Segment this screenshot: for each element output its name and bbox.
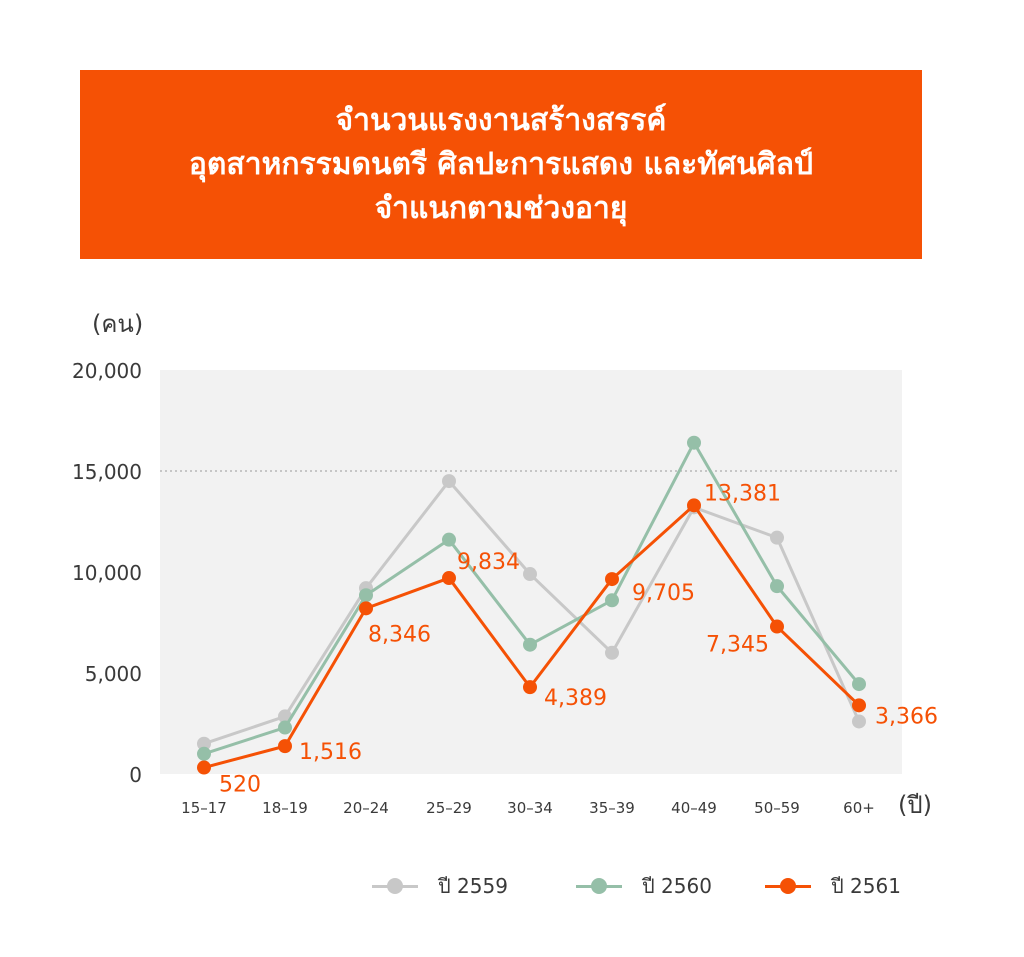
legend-dot-2559 bbox=[387, 877, 403, 894]
x-tick-label: 50–59 bbox=[754, 799, 800, 817]
chart-title-line-3: จำแนกตามช่วงอายุ bbox=[374, 190, 628, 226]
data-point bbox=[770, 530, 784, 545]
data-point bbox=[523, 680, 537, 695]
x-tick-label: 18–19 bbox=[262, 799, 308, 817]
x-tick-label: 20–24 bbox=[343, 799, 389, 817]
data-point bbox=[523, 637, 537, 652]
y-tick-label: 10,000 bbox=[72, 561, 142, 585]
data-point bbox=[605, 593, 619, 608]
data-point bbox=[523, 567, 537, 582]
legend-line-2559 bbox=[372, 877, 418, 894]
legend-item-2559: ปี 2559 bbox=[372, 868, 508, 904]
data-label: 9,705 bbox=[632, 581, 695, 606]
data-point bbox=[197, 760, 211, 775]
legend-label-2560: ปี 2560 bbox=[642, 874, 712, 898]
data-point bbox=[852, 677, 866, 692]
y-tick-label: 15,000 bbox=[72, 460, 142, 484]
legend-line-2561 bbox=[765, 877, 811, 894]
data-point bbox=[442, 474, 456, 489]
legend-line-2560 bbox=[576, 877, 622, 894]
data-point bbox=[852, 698, 866, 713]
x-tick-label: 30–34 bbox=[507, 799, 553, 817]
y-tick-label: 0 bbox=[129, 763, 142, 787]
data-point bbox=[605, 572, 619, 587]
y-axis-label: (คน) bbox=[92, 310, 143, 338]
chart-title-line-1: จำนวนแรงงานสร้างสรรค์ bbox=[335, 102, 667, 138]
legend-dot-2561 bbox=[780, 877, 796, 894]
data-point bbox=[442, 532, 456, 547]
data-point bbox=[770, 619, 784, 634]
legend-item-2560: ปี 2560 bbox=[576, 868, 712, 904]
data-label: 8,346 bbox=[368, 622, 431, 647]
data-point bbox=[359, 601, 373, 616]
legend-label-2561: ปี 2561 bbox=[831, 874, 901, 898]
legend-dot-2560 bbox=[591, 877, 607, 894]
data-point bbox=[197, 746, 211, 761]
data-label: 3,366 bbox=[875, 704, 938, 729]
data-point bbox=[770, 579, 784, 594]
chart-title-line-2: อุตสาหกรรมดนตรี ศิลปะการแสดง และทัศนศิลป… bbox=[188, 146, 814, 182]
legend-label-2559: ปี 2559 bbox=[438, 874, 508, 898]
data-point bbox=[442, 571, 456, 586]
x-tick-label: 35–39 bbox=[589, 799, 635, 817]
legend-item-2561: ปี 2561 bbox=[765, 868, 901, 904]
y-tick-label: 20,000 bbox=[72, 359, 142, 383]
data-point bbox=[197, 736, 211, 751]
data-label: 13,381 bbox=[704, 481, 781, 506]
data-point bbox=[278, 739, 292, 754]
y-tick-label: 5,000 bbox=[85, 662, 142, 686]
x-tick-label: 15–17 bbox=[181, 799, 227, 817]
data-point bbox=[852, 714, 866, 729]
x-tick-label: 25–29 bbox=[426, 799, 472, 817]
x-tick-label: 40–49 bbox=[671, 799, 717, 817]
data-point bbox=[687, 498, 701, 513]
data-point bbox=[278, 720, 292, 735]
data-point bbox=[687, 435, 701, 450]
x-axis-label: (ปี) bbox=[898, 791, 932, 819]
data-label: 4,389 bbox=[544, 686, 607, 711]
data-label: 7,345 bbox=[706, 633, 769, 658]
data-point bbox=[605, 645, 619, 660]
title-banner: จำนวนแรงงานสร้างสรรค์ อุตสาหกรรมดนตรี ศิ… bbox=[80, 70, 922, 259]
x-tick-label: 60+ bbox=[843, 799, 875, 817]
data-label: 9,834 bbox=[457, 550, 520, 575]
data-label: 1,516 bbox=[299, 740, 362, 765]
data-label: 520 bbox=[219, 773, 261, 798]
data-point bbox=[359, 588, 373, 603]
